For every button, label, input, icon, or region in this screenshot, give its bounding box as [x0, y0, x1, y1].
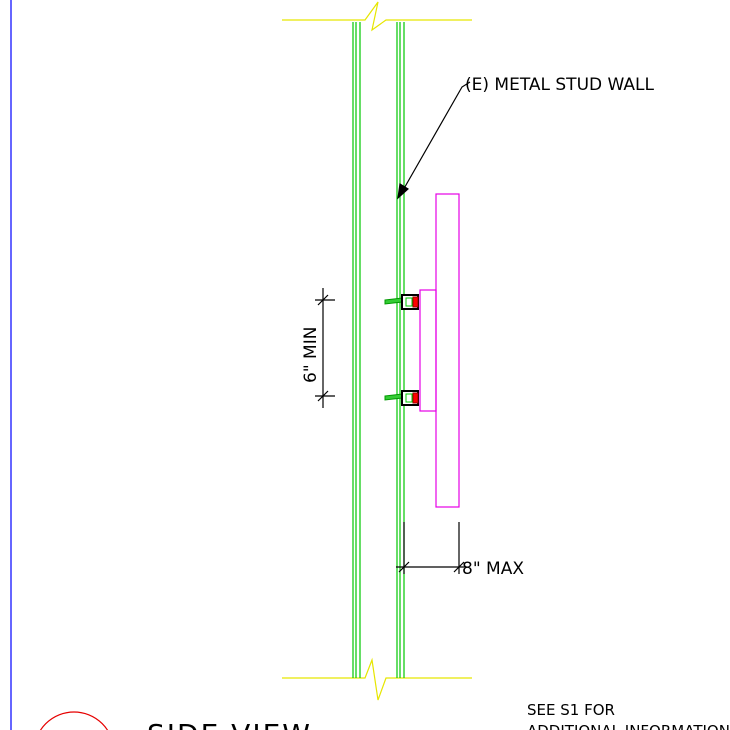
- view-title: SIDE VIEW: [147, 718, 312, 730]
- fastener-lower: [384, 390, 419, 406]
- fastener-upper: [384, 294, 419, 310]
- vertical-dimension-label: 6" MIN: [301, 327, 321, 383]
- wall-left-face: [352, 22, 361, 678]
- bottom-break-line: [282, 657, 472, 701]
- wall-right-face: [396, 22, 405, 678]
- vertical-dimension: [315, 288, 335, 408]
- mounted-panel: [419, 193, 460, 508]
- note-line-2: ADDITIONAL INFORMATION: [527, 722, 730, 730]
- note-line-1: SEE S1 FOR: [527, 701, 615, 719]
- callout-label: (E) METAL STUD WALL: [465, 75, 654, 95]
- top-break-line: [282, 1, 472, 32]
- horizontal-dimension-label: 8" MAX: [462, 559, 524, 579]
- callout-leader: [397, 81, 471, 200]
- horizontal-dimension: [396, 522, 466, 574]
- detail-marker-circle: [39, 711, 109, 730]
